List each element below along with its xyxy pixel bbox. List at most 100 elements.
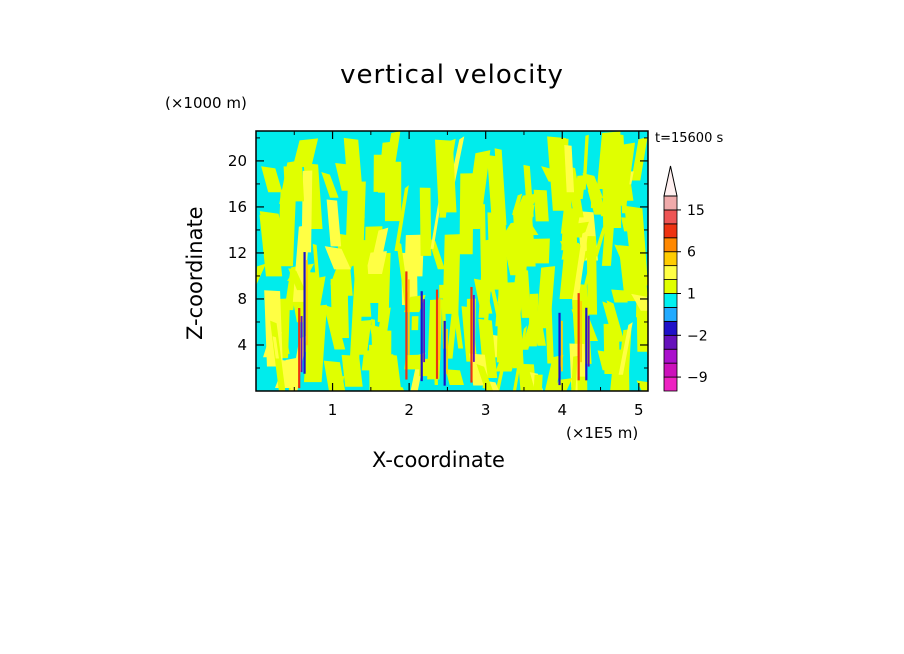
field-streak — [446, 306, 458, 359]
updraft-core — [470, 286, 473, 383]
colorbar-extend-arrow — [663, 165, 678, 197]
downdraft-core — [472, 294, 475, 362]
colorbar-box — [663, 223, 678, 239]
x-tick-label: 1 — [328, 401, 338, 419]
colorbar-box — [663, 251, 678, 267]
downdraft-core — [306, 260, 308, 346]
field-streak — [533, 374, 543, 391]
downdraft-core — [300, 316, 303, 373]
downdraft-core — [580, 301, 582, 363]
plot-frame — [255, 130, 649, 392]
y-axis-unit-label: (×1000 m) — [165, 94, 247, 112]
field-streak — [279, 160, 303, 204]
colorbar-box — [663, 307, 678, 322]
field-streak — [533, 189, 549, 222]
downdraft-core — [407, 279, 410, 356]
colorbar-label: 1 — [687, 287, 696, 303]
colorbar-label: −9 — [687, 370, 708, 386]
field-streak — [561, 225, 568, 251]
field-streak — [376, 330, 392, 387]
field-streak — [606, 300, 625, 342]
field-streak — [473, 278, 493, 314]
field-streak — [532, 238, 550, 264]
field-streak — [515, 193, 538, 213]
field-streak — [411, 316, 419, 331]
field-streak — [476, 364, 494, 391]
colorbar-label: 6 — [687, 245, 696, 261]
field-streak — [256, 263, 267, 285]
field-streak — [312, 243, 321, 289]
field-streak — [427, 299, 443, 380]
chart-title: vertical velocity — [340, 60, 564, 90]
field-streak — [330, 281, 351, 323]
updraft-core — [420, 291, 423, 382]
colorbar-box — [663, 334, 678, 350]
field-streak — [272, 336, 279, 359]
field-streak — [518, 363, 537, 391]
field-streak — [544, 285, 554, 364]
field-streak — [487, 275, 502, 320]
colorbar-box — [663, 293, 678, 308]
x-tick-label: 4 — [557, 401, 567, 419]
downdraft-core — [561, 320, 563, 372]
field-streak — [435, 139, 457, 213]
field-streak — [497, 242, 508, 304]
x-axis-label: X-coordinate — [372, 448, 505, 472]
field-streak — [377, 141, 396, 193]
field-streak — [533, 319, 546, 346]
y-tick-label: 20 — [228, 152, 247, 170]
field-streak — [261, 166, 283, 193]
field-streak — [582, 173, 604, 199]
field-streak — [641, 299, 648, 359]
field-streak — [624, 205, 648, 286]
colorbar-box — [663, 265, 678, 280]
field-streak — [614, 244, 635, 265]
velocity-field — [256, 131, 648, 391]
field-streak — [512, 193, 523, 215]
field-streak — [445, 369, 464, 385]
field-streak — [631, 293, 648, 311]
updraft-core — [558, 312, 561, 386]
field-streak — [292, 138, 319, 168]
updraft-core — [585, 307, 588, 381]
field-streak — [512, 325, 528, 391]
updraft-core — [405, 271, 408, 380]
field-streak — [335, 375, 345, 391]
colorbar-label: 15 — [687, 203, 705, 219]
field-streak — [323, 304, 346, 350]
colorbar-label: −2 — [687, 328, 708, 344]
colorbar-box — [663, 320, 678, 336]
field-streak — [571, 356, 578, 391]
downdraft-core — [438, 297, 441, 361]
time-stamp-label: t=15600 s — [655, 131, 724, 146]
field-streak — [549, 147, 565, 179]
field-streak — [324, 246, 351, 270]
downdraft-core — [423, 299, 426, 363]
field-streak — [572, 230, 589, 300]
updraft-core — [577, 293, 580, 381]
x-tick-label: 3 — [481, 401, 491, 419]
field-streak — [631, 137, 648, 181]
field-streak — [343, 137, 365, 218]
y-tick-label: 16 — [228, 198, 247, 216]
field-streak — [326, 199, 342, 247]
field-streak — [259, 211, 288, 258]
field-streak — [365, 251, 387, 274]
field-streak — [611, 289, 628, 303]
field-streak — [541, 166, 558, 182]
field-streak — [501, 233, 528, 276]
field-streak — [419, 187, 432, 256]
field-streak — [577, 376, 588, 391]
downdraft-core — [446, 328, 448, 375]
field-streak — [479, 203, 487, 282]
field-streak — [569, 213, 574, 270]
updraft-core — [435, 289, 439, 379]
field-streak — [288, 268, 306, 291]
y-tick-label: 8 — [237, 290, 247, 308]
updraft-core — [443, 320, 446, 386]
field-streak — [596, 131, 621, 190]
colorbar-box — [663, 195, 678, 211]
field-streak — [302, 276, 326, 329]
field-streak — [518, 269, 532, 318]
field-streak — [361, 350, 376, 371]
